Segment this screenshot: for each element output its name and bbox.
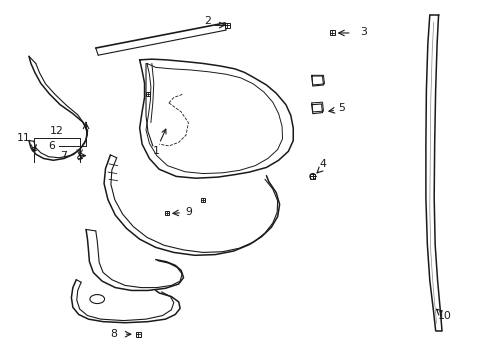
- Bar: [145, 92, 150, 96]
- Polygon shape: [140, 59, 293, 178]
- Ellipse shape: [90, 294, 104, 303]
- Text: 11: 11: [17, 133, 31, 143]
- Bar: [329, 31, 334, 35]
- Text: 12: 12: [50, 126, 63, 135]
- Text: 5: 5: [338, 103, 345, 113]
- Text: 1: 1: [152, 129, 165, 156]
- Text: 8: 8: [110, 329, 117, 339]
- Polygon shape: [311, 104, 322, 114]
- Polygon shape: [311, 76, 323, 86]
- Text: 3: 3: [360, 27, 366, 37]
- Polygon shape: [311, 102, 323, 112]
- Bar: [310, 174, 315, 179]
- Bar: [136, 332, 141, 337]
- Polygon shape: [311, 75, 324, 85]
- Text: 9: 9: [184, 207, 191, 217]
- Text: 6: 6: [48, 141, 55, 151]
- Bar: [165, 211, 169, 215]
- Text: 10: 10: [437, 311, 450, 321]
- Bar: [224, 23, 229, 28]
- Text: 4: 4: [319, 159, 325, 169]
- Bar: [201, 198, 204, 202]
- Text: 2: 2: [204, 17, 211, 27]
- Text: 7: 7: [60, 150, 66, 161]
